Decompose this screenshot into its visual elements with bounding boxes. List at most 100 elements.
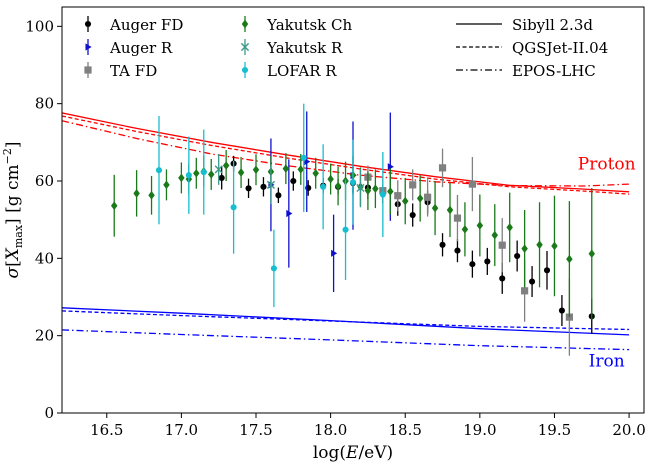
point-auger-fd <box>218 166 225 190</box>
point-auger-fd <box>439 233 446 257</box>
point-yakutsk-ch <box>297 153 305 185</box>
y-tick-label: 100 <box>25 17 54 35</box>
iron-curve-solid <box>62 307 630 336</box>
point-lofar-r <box>230 160 237 254</box>
x-tick-label: 19.0 <box>463 421 496 439</box>
y-tick-label: 0 <box>44 404 54 422</box>
point-ta-fd <box>424 177 432 217</box>
point-auger-fd <box>454 239 461 263</box>
point-lofar-r <box>342 179 349 280</box>
legend-item-dashdot: EPOS-LHC <box>456 62 596 80</box>
point-ta-fd <box>438 148 447 188</box>
point-yakutsk-ch <box>491 204 499 267</box>
point-yakutsk-ch <box>476 194 484 257</box>
point-lofar-r <box>155 116 163 225</box>
x-tick-label: 17.5 <box>239 421 272 439</box>
legend-item-yakutsk-ch: Yakutsk Ch <box>241 16 352 34</box>
legend-label: Auger R <box>109 39 173 57</box>
legend-item-lofar-r: LOFAR R <box>241 62 337 80</box>
point-yakutsk-ch <box>327 163 334 195</box>
point-yakutsk-r <box>214 153 223 185</box>
legend-label: Auger FD <box>109 16 183 34</box>
x-tick-label: 18.0 <box>314 421 347 439</box>
point-ta-fd <box>394 180 402 212</box>
annotations: Proton Iron <box>578 154 636 371</box>
point-yakutsk-r <box>356 168 365 208</box>
point-yakutsk-ch <box>521 210 528 288</box>
point-yakutsk-ch <box>387 168 394 215</box>
y-tick-label: 80 <box>35 95 54 113</box>
point-auger-fd <box>469 250 476 278</box>
point-auger-fd <box>529 266 536 297</box>
point-yakutsk-ch <box>461 202 469 257</box>
legend-item-auger-r: Auger R <box>85 39 173 57</box>
point-auger-fd <box>275 187 282 204</box>
point-yakutsk-ch <box>506 192 513 263</box>
y-axis-ticks: 0 20 40 60 80 100 <box>25 17 62 422</box>
x-tick-label: 19.5 <box>538 421 571 439</box>
point-auger-r <box>286 159 293 268</box>
y-tick-label: 20 <box>35 327 54 345</box>
legend-item-auger-fd: Auger FD <box>84 16 183 34</box>
point-yakutsk-ch <box>416 175 424 222</box>
point-yakutsk-ch <box>252 154 260 186</box>
point-yakutsk-ch <box>551 195 558 297</box>
legend-label: TA FD <box>110 62 157 80</box>
legend-label: Sibyll 2.3d <box>512 16 593 34</box>
point-yakutsk-ch <box>312 157 319 189</box>
legend-label: EPOS-LHC <box>512 62 596 80</box>
model-curves <box>62 112 630 351</box>
proton-curve-solid <box>62 112 630 193</box>
point-yakutsk-ch <box>282 153 290 185</box>
point-lofar-r <box>185 136 192 214</box>
legend-item-yakutsk-r: Yakutsk R <box>240 39 343 57</box>
point-yakutsk-ch <box>193 157 200 189</box>
point-yakutsk-ch <box>401 177 409 225</box>
plot-frame <box>61 6 645 414</box>
point-yakutsk-ch <box>222 150 230 181</box>
point-yakutsk-ch <box>588 187 596 320</box>
legend-label: Yakutsk R <box>266 39 343 57</box>
point-lofar-r <box>300 103 307 212</box>
point-ta-fd <box>498 218 506 273</box>
legend: Auger FD Auger R TA FD Yakutsk Ch Yakutsk R L… <box>84 16 608 80</box>
point-yakutsk-ch <box>237 157 245 188</box>
point-auger-r <box>304 111 311 212</box>
data-points <box>110 103 596 356</box>
point-auger-r <box>331 214 338 292</box>
point-auger-fd <box>514 240 521 272</box>
x-tick-label: 18.5 <box>389 421 422 439</box>
legend-item-ta-fd: TA FD <box>84 62 157 80</box>
point-lofar-r <box>349 139 357 225</box>
y-tick-label: 60 <box>35 172 54 190</box>
point-lofar-r <box>379 152 386 238</box>
point-ta-fd <box>468 157 476 212</box>
x-axis-label: log(E/eV) <box>313 443 393 463</box>
point-lofar-r <box>200 129 207 215</box>
point-auger-fd <box>290 171 297 191</box>
point-auger-fd <box>260 177 267 197</box>
point-auger-fd <box>558 295 565 326</box>
point-yakutsk-ch <box>446 182 454 238</box>
point-yakutsk-ch <box>163 169 170 201</box>
point-yakutsk-ch <box>207 158 215 190</box>
iron-curve-dashdot <box>62 329 630 351</box>
point-auger-fd <box>245 178 252 199</box>
point-yakutsk-ch <box>334 166 342 206</box>
legend-label: LOFAR R <box>267 62 337 80</box>
point-yakutsk-ch <box>566 201 573 318</box>
point-yakutsk-ch <box>148 175 155 215</box>
legend-item-dashed: QGSJet-II.04 <box>456 39 608 57</box>
point-ta-fd <box>453 194 462 242</box>
iron-curve-dashed <box>62 310 630 331</box>
point-yakutsk-ch <box>431 181 439 236</box>
point-yakutsk-ch <box>178 162 185 194</box>
y-tick-label: 40 <box>35 249 54 267</box>
x-axis-ticks: 16.5 17.0 17.5 18.0 18.5 19.0 19.5 20.0 <box>90 413 646 439</box>
point-yakutsk-ch <box>536 202 543 288</box>
point-lofar-r <box>320 144 327 230</box>
x-tick-label: 16.5 <box>90 421 123 439</box>
annotation-proton: Proton <box>578 154 636 174</box>
point-yakutsk-ch <box>133 170 140 217</box>
